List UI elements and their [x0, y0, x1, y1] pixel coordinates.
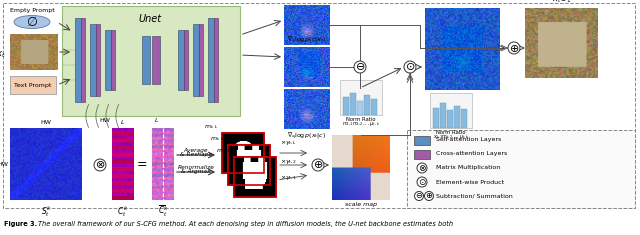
Bar	[198, 24, 203, 96]
Bar	[364, 95, 370, 115]
Text: Norm Ratio: Norm Ratio	[346, 117, 376, 122]
Bar	[234, 157, 276, 197]
Ellipse shape	[14, 16, 50, 28]
Bar	[340, 80, 382, 115]
Text: Text Prompt: Text Prompt	[14, 82, 52, 87]
Text: $\oplus$: $\oplus$	[425, 192, 433, 200]
Circle shape	[94, 159, 106, 171]
Text: Subtraction/ Summation: Subtraction/ Summation	[436, 193, 513, 199]
Text: $x_{t,1}m_{t,2}...\mu_{t,k}$: $x_{t,1}m_{t,2}...\mu_{t,k}$	[433, 134, 469, 141]
Text: $\nabla_{x_t}\!\log p(x_t|c)$: $\nabla_{x_t}\!\log p(x_t|c)$	[287, 131, 326, 141]
Text: $x_{t-1}$: $x_{t-1}$	[552, 0, 572, 5]
Text: L: L	[156, 118, 159, 123]
Bar	[407, 130, 635, 208]
Bar	[90, 24, 95, 96]
Text: $m_{t,L}$: $m_{t,L}$	[204, 124, 218, 131]
Text: $\otimes$: $\otimes$	[418, 163, 426, 173]
Text: $x_t$: $x_t$	[0, 50, 6, 60]
Text: $\times\gamma_{t,1}$: $\times\gamma_{t,1}$	[280, 174, 297, 182]
Text: $\odot$: $\odot$	[418, 177, 426, 187]
Text: L: L	[121, 120, 125, 125]
Bar	[95, 24, 100, 96]
Bar	[454, 106, 460, 128]
Bar	[178, 30, 184, 90]
Bar	[111, 30, 115, 90]
Text: Figure 3.: Figure 3.	[4, 221, 40, 227]
Text: HW: HW	[40, 120, 51, 125]
Text: Empty Prompt: Empty Prompt	[10, 8, 54, 13]
Text: $m_{t,2}$: $m_{t,2}$	[210, 136, 224, 143]
Bar	[414, 136, 430, 145]
Text: & Reshape: & Reshape	[180, 152, 212, 157]
Text: $\emptyset$: $\emptyset$	[26, 15, 38, 29]
Bar	[10, 76, 56, 94]
Text: HW: HW	[100, 118, 111, 123]
Bar	[81, 18, 85, 102]
Bar	[447, 110, 453, 128]
Text: Self-attention Layers: Self-attention Layers	[436, 137, 501, 142]
Bar	[414, 150, 430, 159]
Bar	[228, 145, 270, 185]
Bar	[105, 30, 111, 90]
Text: $C_t^k$: $C_t^k$	[117, 204, 129, 219]
Text: Cross-attention Layers: Cross-attention Layers	[436, 152, 508, 157]
Text: $\odot$: $\odot$	[405, 62, 415, 73]
Text: $\overline{C}_t^k$: $\overline{C}_t^k$	[157, 204, 168, 219]
Bar	[142, 36, 150, 84]
Bar	[350, 93, 356, 115]
Bar	[371, 99, 377, 115]
Circle shape	[417, 177, 427, 187]
Bar	[62, 6, 240, 116]
Text: scale map: scale map	[345, 202, 377, 207]
Bar	[357, 101, 363, 115]
Bar	[222, 133, 264, 173]
Text: $\oplus$: $\oplus$	[509, 43, 519, 54]
Circle shape	[508, 42, 520, 54]
Bar	[343, 97, 349, 115]
Text: Matrix Multiplication: Matrix Multiplication	[436, 165, 500, 171]
Circle shape	[417, 163, 427, 173]
Text: $S_t^k$: $S_t^k$	[40, 204, 51, 219]
Bar	[433, 108, 439, 128]
Bar	[440, 103, 446, 128]
Circle shape	[312, 159, 324, 171]
Text: HW: HW	[0, 161, 8, 167]
Text: $\oplus$: $\oplus$	[313, 160, 323, 171]
Text: $\times\gamma_{t,L}$: $\times\gamma_{t,L}$	[280, 139, 297, 147]
Text: Norm Ratio: Norm Ratio	[436, 130, 466, 135]
Text: $\times\gamma_{t,2}$: $\times\gamma_{t,2}$	[280, 158, 297, 166]
Circle shape	[415, 192, 424, 200]
Text: Renormalize: Renormalize	[177, 165, 214, 170]
Text: $\nabla_{x_t}\!\log p(x_t)$: $\nabla_{x_t}\!\log p(x_t)$	[290, 0, 324, 3]
Bar	[3, 3, 635, 208]
Circle shape	[354, 61, 366, 73]
Text: Unet: Unet	[138, 14, 161, 24]
Bar	[152, 36, 160, 84]
Text: Element-wise Product: Element-wise Product	[436, 180, 504, 184]
Bar	[184, 30, 188, 90]
Bar	[228, 145, 270, 185]
Text: $m_{t,1}$: $m_{t,1}$	[216, 148, 230, 155]
Bar	[75, 18, 81, 102]
Text: $\otimes$: $\otimes$	[95, 160, 105, 171]
Text: $m_{t,1}m_{t,2}...\mu_{t,k}$: $m_{t,1}m_{t,2}...\mu_{t,k}$	[342, 121, 380, 128]
Text: =: =	[137, 158, 147, 172]
Bar	[208, 18, 214, 102]
Bar	[193, 24, 198, 96]
Text: & Argmax: & Argmax	[181, 169, 211, 174]
Circle shape	[424, 192, 433, 200]
Bar	[461, 109, 467, 128]
Bar	[430, 93, 472, 128]
Bar	[234, 157, 276, 197]
Text: $\ominus$: $\ominus$	[355, 62, 365, 73]
Circle shape	[404, 61, 416, 73]
Bar	[222, 133, 264, 173]
Text: $\nabla_{x_t}\!\log p(c|x_t)$: $\nabla_{x_t}\!\log p(c|x_t)$	[287, 35, 326, 45]
Bar	[214, 18, 218, 102]
Text: $\ominus$: $\ominus$	[415, 192, 423, 200]
Text: The overall framework of our S-CFG method. At each denoising step in diffusion m: The overall framework of our S-CFG metho…	[38, 221, 453, 227]
Text: Average: Average	[184, 148, 208, 153]
